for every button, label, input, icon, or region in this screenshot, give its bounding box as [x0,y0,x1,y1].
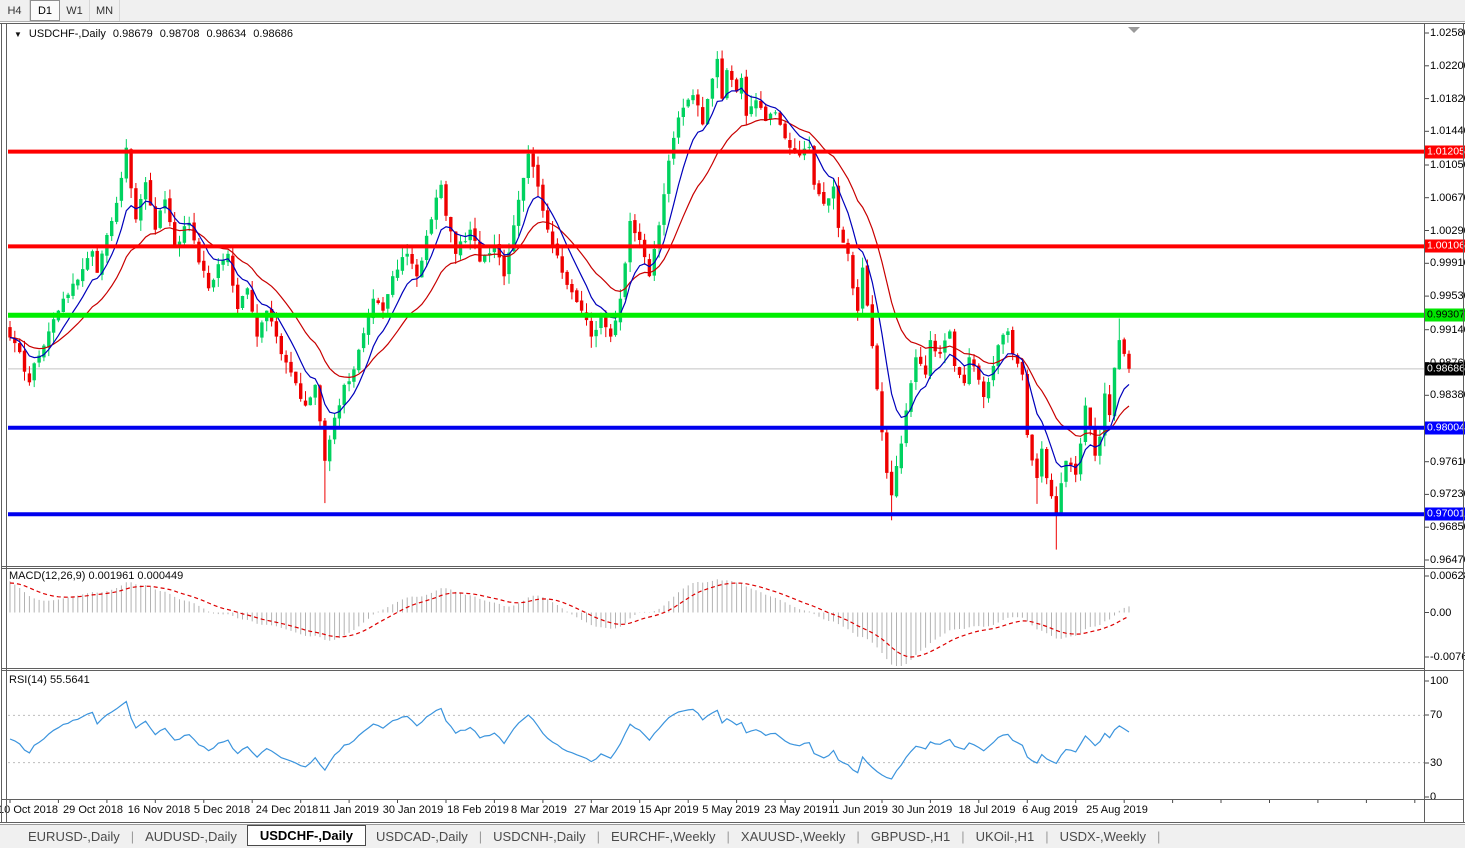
ohlc-low: 0.98634 [206,28,247,40]
window-left-inner-border [6,23,7,823]
macd-pane-separator-b[interactable] [2,568,1464,569]
date-label: 8 Mar 2019 [511,804,567,816]
price-axis-label: 1.01440 [1430,125,1465,138]
price-badge: 1.00106 [1425,239,1465,253]
tab-usdchf-daily[interactable]: USDCHF-,Daily [246,825,367,846]
tab-divider: | [856,829,860,844]
date-label: 24 Dec 2018 [255,804,319,816]
tab-divider: | [726,829,730,844]
price-axis-label: 1.02580 [1430,27,1465,39]
rsi-axis-label: 70 [1430,709,1443,721]
date-label: 30 Jun 2019 [891,804,953,816]
tab-eurchf-weekly[interactable]: EURCHF-,Weekly [611,829,716,844]
date-label: 18 Feb 2019 [447,804,509,816]
price-axis-separator [1424,23,1425,823]
rsi-axis-label: 0 [1430,791,1437,803]
date-axis-separator [2,799,1464,800]
price-badge: 0.98686 [1425,362,1465,376]
tab-divider: | [1157,829,1161,844]
date-label: 25 Aug 2019 [1086,804,1148,816]
date-label: 11 Jun 2019 [828,804,888,816]
price-badge: 0.98004 [1425,421,1465,435]
ohlc-high: 0.98708 [159,28,200,40]
macd-indicator-label: MACD(12,26,9) 0.001961 0.000449 [9,570,184,582]
date-label: 29 Oct 2018 [63,804,123,816]
rsi-axis-label: 100 [1430,675,1449,687]
tab-divider: | [130,829,135,844]
price-axis-label: 1.01820 [1430,92,1465,105]
rsi-axis-label: 30 [1430,757,1443,769]
price-axis-label: 1.02200 [1430,59,1465,72]
timeframe-button-d1[interactable]: D1 [30,0,60,21]
tab-usdcnh-daily[interactable]: USDCNH-,Daily [493,829,586,844]
timeframe-button-mn[interactable]: MN [90,0,120,21]
price-axis-label: 1.01050 [1430,159,1465,171]
chart-tab-bar: EURUSD-,Daily | AUDUSD-,Daily USDCHF-,Daily… [0,824,1465,848]
tab-divider: | [961,829,965,844]
timeframe-toolbar: H4 D1 W1 MN [0,0,1465,22]
date-label: 5 May 2019 [702,804,760,816]
tab-usdx-weekly[interactable]: USDX-,Weekly [1059,829,1147,844]
tab-xauusd-weekly[interactable]: XAUUSD-,Weekly [740,829,846,844]
rsi-pane-separator-b[interactable] [2,670,1464,671]
tab-divider: | [1045,829,1049,844]
date-label: 6 Aug 2019 [1022,804,1078,816]
tab-audusd-daily[interactable]: AUDUSD-,Daily [145,829,237,844]
date-label: 15 Apr 2019 [639,804,699,816]
date-label: 23 May 2019 [764,804,828,816]
tab-gbpusd-h1[interactable]: GBPUSD-,H1 [870,829,951,844]
window-left-border [1,23,2,823]
timeframe-button-h4[interactable]: H4 [0,0,30,21]
date-label: 18 Jul 2019 [958,804,1016,816]
price-badge: 0.99307 [1425,308,1465,322]
macd-axis-label: 0.006286 [1430,570,1465,582]
collapse-triangle-icon[interactable]: ▼ [14,29,22,39]
rsi-pane-separator-a[interactable] [2,668,1424,669]
chart-title: ▼ USDCHF-,Daily 0.98679 0.98708 0.98634 … [14,28,293,40]
date-label: 27 Mar 2019 [574,804,636,816]
macd-pane-separator-a[interactable] [2,566,1424,567]
macd-axis-label: -0.00762 [1430,651,1465,663]
tab-usdcad-daily[interactable]: USDCAD-,Daily [376,829,468,844]
date-label: 30 Jan 2019 [382,804,444,816]
tab-divider: | [596,829,601,844]
tab-divider: | [478,829,483,844]
date-label: 16 Nov 2018 [127,804,191,816]
price-badge: 1.01205 [1425,145,1465,159]
rsi-indicator-label: RSI(14) 55.5641 [9,674,90,686]
price-badge: 0.97001 [1425,507,1465,521]
window-right-border [1463,23,1464,823]
date-label: 11 Jan 2019 [319,804,379,816]
chart-symbol-label: USDCHF-,Daily [28,28,106,40]
timeframe-button-w1[interactable]: W1 [60,0,90,21]
window-top-border [0,23,1465,24]
ohlc-close: 0.98686 [253,28,293,40]
price-axis-label: 0.96470 [1430,554,1465,566]
window-bottom-border [0,822,1465,823]
tab-eurusd-daily[interactable]: EURUSD-,Daily [28,829,120,844]
date-label: 10 Oct 2018 [0,804,58,816]
tab-ukoil-h1[interactable]: UKOil-,H1 [975,829,1035,844]
ohlc-open: 0.98679 [112,28,153,40]
macd-axis-label: 0.00 [1430,606,1452,619]
price-axis-label: 1.00670 [1430,191,1465,204]
date-label: 5 Dec 2018 [193,804,251,816]
